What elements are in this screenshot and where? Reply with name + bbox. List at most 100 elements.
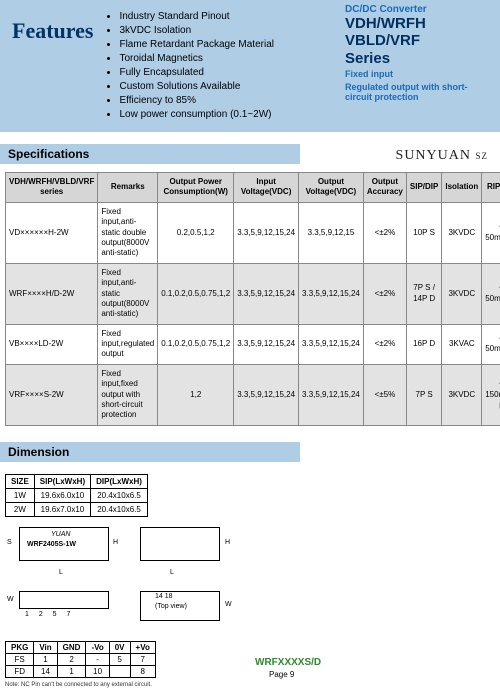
- features-list: Industry Standard Pinout 3kVDC Isolation…: [105, 10, 274, 122]
- brand-suffix: SZ: [475, 151, 488, 161]
- col-vout: Output Voltage(VDC): [299, 173, 364, 203]
- pkg-h: -Vo: [86, 641, 109, 653]
- spec-cell: <±2%: [363, 202, 406, 263]
- spec-cell: 3KVDC: [442, 364, 482, 425]
- col-acc: Output Accuracy: [363, 173, 406, 203]
- dimension-block: SIZE SIP(LxWxH) DIP(LxWxH) 1W 19.6x6.0x1…: [0, 474, 500, 688]
- pkg-c: 8: [130, 665, 155, 677]
- brand-name: SUNYUAN: [396, 148, 471, 163]
- spec-cell: < 150mVp-p: [482, 364, 500, 425]
- col-power: Output Power Consumption(W): [158, 173, 234, 203]
- draw-H2: H: [225, 539, 230, 546]
- draw-L: L: [59, 569, 63, 576]
- dim-cell: 19.6x6.0x10: [34, 488, 90, 502]
- series-line: Series: [345, 50, 490, 67]
- spec-cell: 3.3,5,9,12,15,24: [234, 202, 299, 263]
- feature-item: Industry Standard Pinout: [119, 10, 274, 24]
- spec-cell: 3.3,5,9,12,15,24: [299, 324, 364, 364]
- order-code: WRFXXXXS/D: [255, 657, 321, 668]
- pkg-h: GND: [57, 641, 86, 653]
- draw-S: S: [7, 539, 12, 546]
- spec-cell: 3.3,5,9,12,15,24: [299, 263, 364, 324]
- draw-pins: 1 2 5 7: [25, 611, 74, 618]
- dim-cell: 20.4x10x6.5: [91, 488, 148, 502]
- pkg-c: 10: [86, 665, 109, 677]
- pkg-c: [109, 665, 130, 677]
- pkg-c: 2: [57, 653, 86, 665]
- spec-cell: < 50mVp-p: [482, 324, 500, 364]
- spec-cell: 3KVDC: [442, 202, 482, 263]
- dim-h1: SIP(LxWxH): [34, 474, 90, 488]
- spec-cell: 3.3,5,9,12,15,24: [234, 324, 299, 364]
- spec-cell: 3.3,5,9,12,15: [299, 202, 364, 263]
- draw-W: W: [7, 596, 14, 603]
- spec-cell: 10P S: [406, 202, 441, 263]
- pkg-c: 1: [34, 653, 57, 665]
- spec-cell: <±2%: [363, 263, 406, 324]
- feature-item: Toroidal Magnetics: [119, 52, 274, 66]
- dim-cell: 19.6x7.0x10: [34, 502, 90, 516]
- dim-cell: 20.4x10x6.5: [91, 502, 148, 516]
- sub-line: Regulated output with short-circuit prot…: [345, 82, 490, 104]
- spec-cell: Fixed input,fixed output with short-circ…: [98, 364, 158, 425]
- spec-cell: 3KVDC: [442, 263, 482, 324]
- mechanical-drawing: YUAN WRF2405S-1W S H L W 1 2 5 7 H L 14 …: [5, 521, 245, 641]
- draw-H: H: [113, 539, 118, 546]
- draw-W2: W: [225, 601, 232, 608]
- spec-cell: 7P S / 14P D: [406, 263, 441, 324]
- draw-part: WRF2405S-1W: [27, 541, 76, 548]
- dim-cell: 2W: [6, 502, 35, 516]
- converter-line: DC/DC Converter: [345, 4, 490, 15]
- feature-item: Custom Solutions Available: [119, 80, 274, 94]
- dim-h0: SIZE: [6, 474, 35, 488]
- note: Note: NC Pin can't be connected to any e…: [5, 682, 245, 688]
- pkg-c: 5: [109, 653, 130, 665]
- pkg-c: FS: [6, 653, 34, 665]
- dim-cell: 1W: [6, 488, 35, 502]
- pkg-h: PKG: [6, 641, 34, 653]
- pkg-h: Vin: [34, 641, 57, 653]
- feature-item: Efficiency to 85%: [119, 94, 274, 108]
- spec-cell: 3.3,5,9,12,15,24: [234, 364, 299, 425]
- feature-item: 3kVDC Isolation: [119, 24, 274, 38]
- pkg-c: 7: [130, 653, 155, 665]
- dim-h2: DIP(LxWxH): [91, 474, 148, 488]
- feature-item: Fully Encapsulated: [119, 66, 274, 80]
- features-title: Features: [12, 10, 93, 122]
- col-iso: Isolation: [442, 173, 482, 203]
- spec-cell: VD××××××H-2W: [6, 202, 98, 263]
- spec-cell: 0.1,0.2,0.5,0.75,1,2: [158, 324, 234, 364]
- page-number: Page 9: [269, 670, 321, 679]
- col-series: VDH/WRFH/VBLD/VRF series: [6, 173, 98, 203]
- pkg-c: 1: [57, 665, 86, 677]
- pkg-c: FD: [6, 665, 34, 677]
- spec-cell: 3.3,5,9,12,15,24: [234, 263, 299, 324]
- draw-L2: L: [170, 569, 174, 576]
- pkg-table: PKG Vin GND -Vo 0V +Vo FS 1 2 - 5 7 FD: [5, 641, 156, 678]
- spec-cell: < 50mVp-p: [482, 263, 500, 324]
- spec-cell: VRF××××S-2W: [6, 364, 98, 425]
- pkg-c: -: [86, 653, 109, 665]
- pkg-h: +Vo: [130, 641, 155, 653]
- spec-cell: 3.3,5,9,12,15,24: [299, 364, 364, 425]
- spec-cell: 0.2,0.5,1,2: [158, 202, 234, 263]
- feature-item: Flame Retardant Package Material: [119, 38, 274, 52]
- draw-top: 14 18: [155, 593, 173, 600]
- spec-cell: 3KVAC: [442, 324, 482, 364]
- section-dimension: Dimension: [0, 442, 300, 462]
- draw-topview: (Top view): [155, 603, 187, 610]
- product-title-block: DC/DC Converter VDH/WRFH VBLD/VRF Series…: [345, 4, 490, 103]
- spec-cell: VB××××LD-2W: [6, 324, 98, 364]
- spec-cell: 1,2: [158, 364, 234, 425]
- draw-brand: YUAN: [51, 531, 70, 538]
- sub-line: Fixed input: [345, 69, 490, 80]
- col-ripple: RIPPLE: [482, 173, 500, 203]
- spec-cell: Fixed input,anti-static output(8000V ant…: [98, 263, 158, 324]
- series-line: VBLD/VRF: [345, 32, 490, 49]
- spec-table: VDH/WRFH/VBLD/VRF series Remarks Output …: [5, 172, 500, 426]
- spec-cell: < 50mVp-p: [482, 202, 500, 263]
- series-line: VDH/WRFH: [345, 15, 490, 32]
- col-vin: Input Voltage(VDC): [234, 173, 299, 203]
- col-pkg: SIP/DIP: [406, 173, 441, 203]
- spec-cell: 16P D: [406, 324, 441, 364]
